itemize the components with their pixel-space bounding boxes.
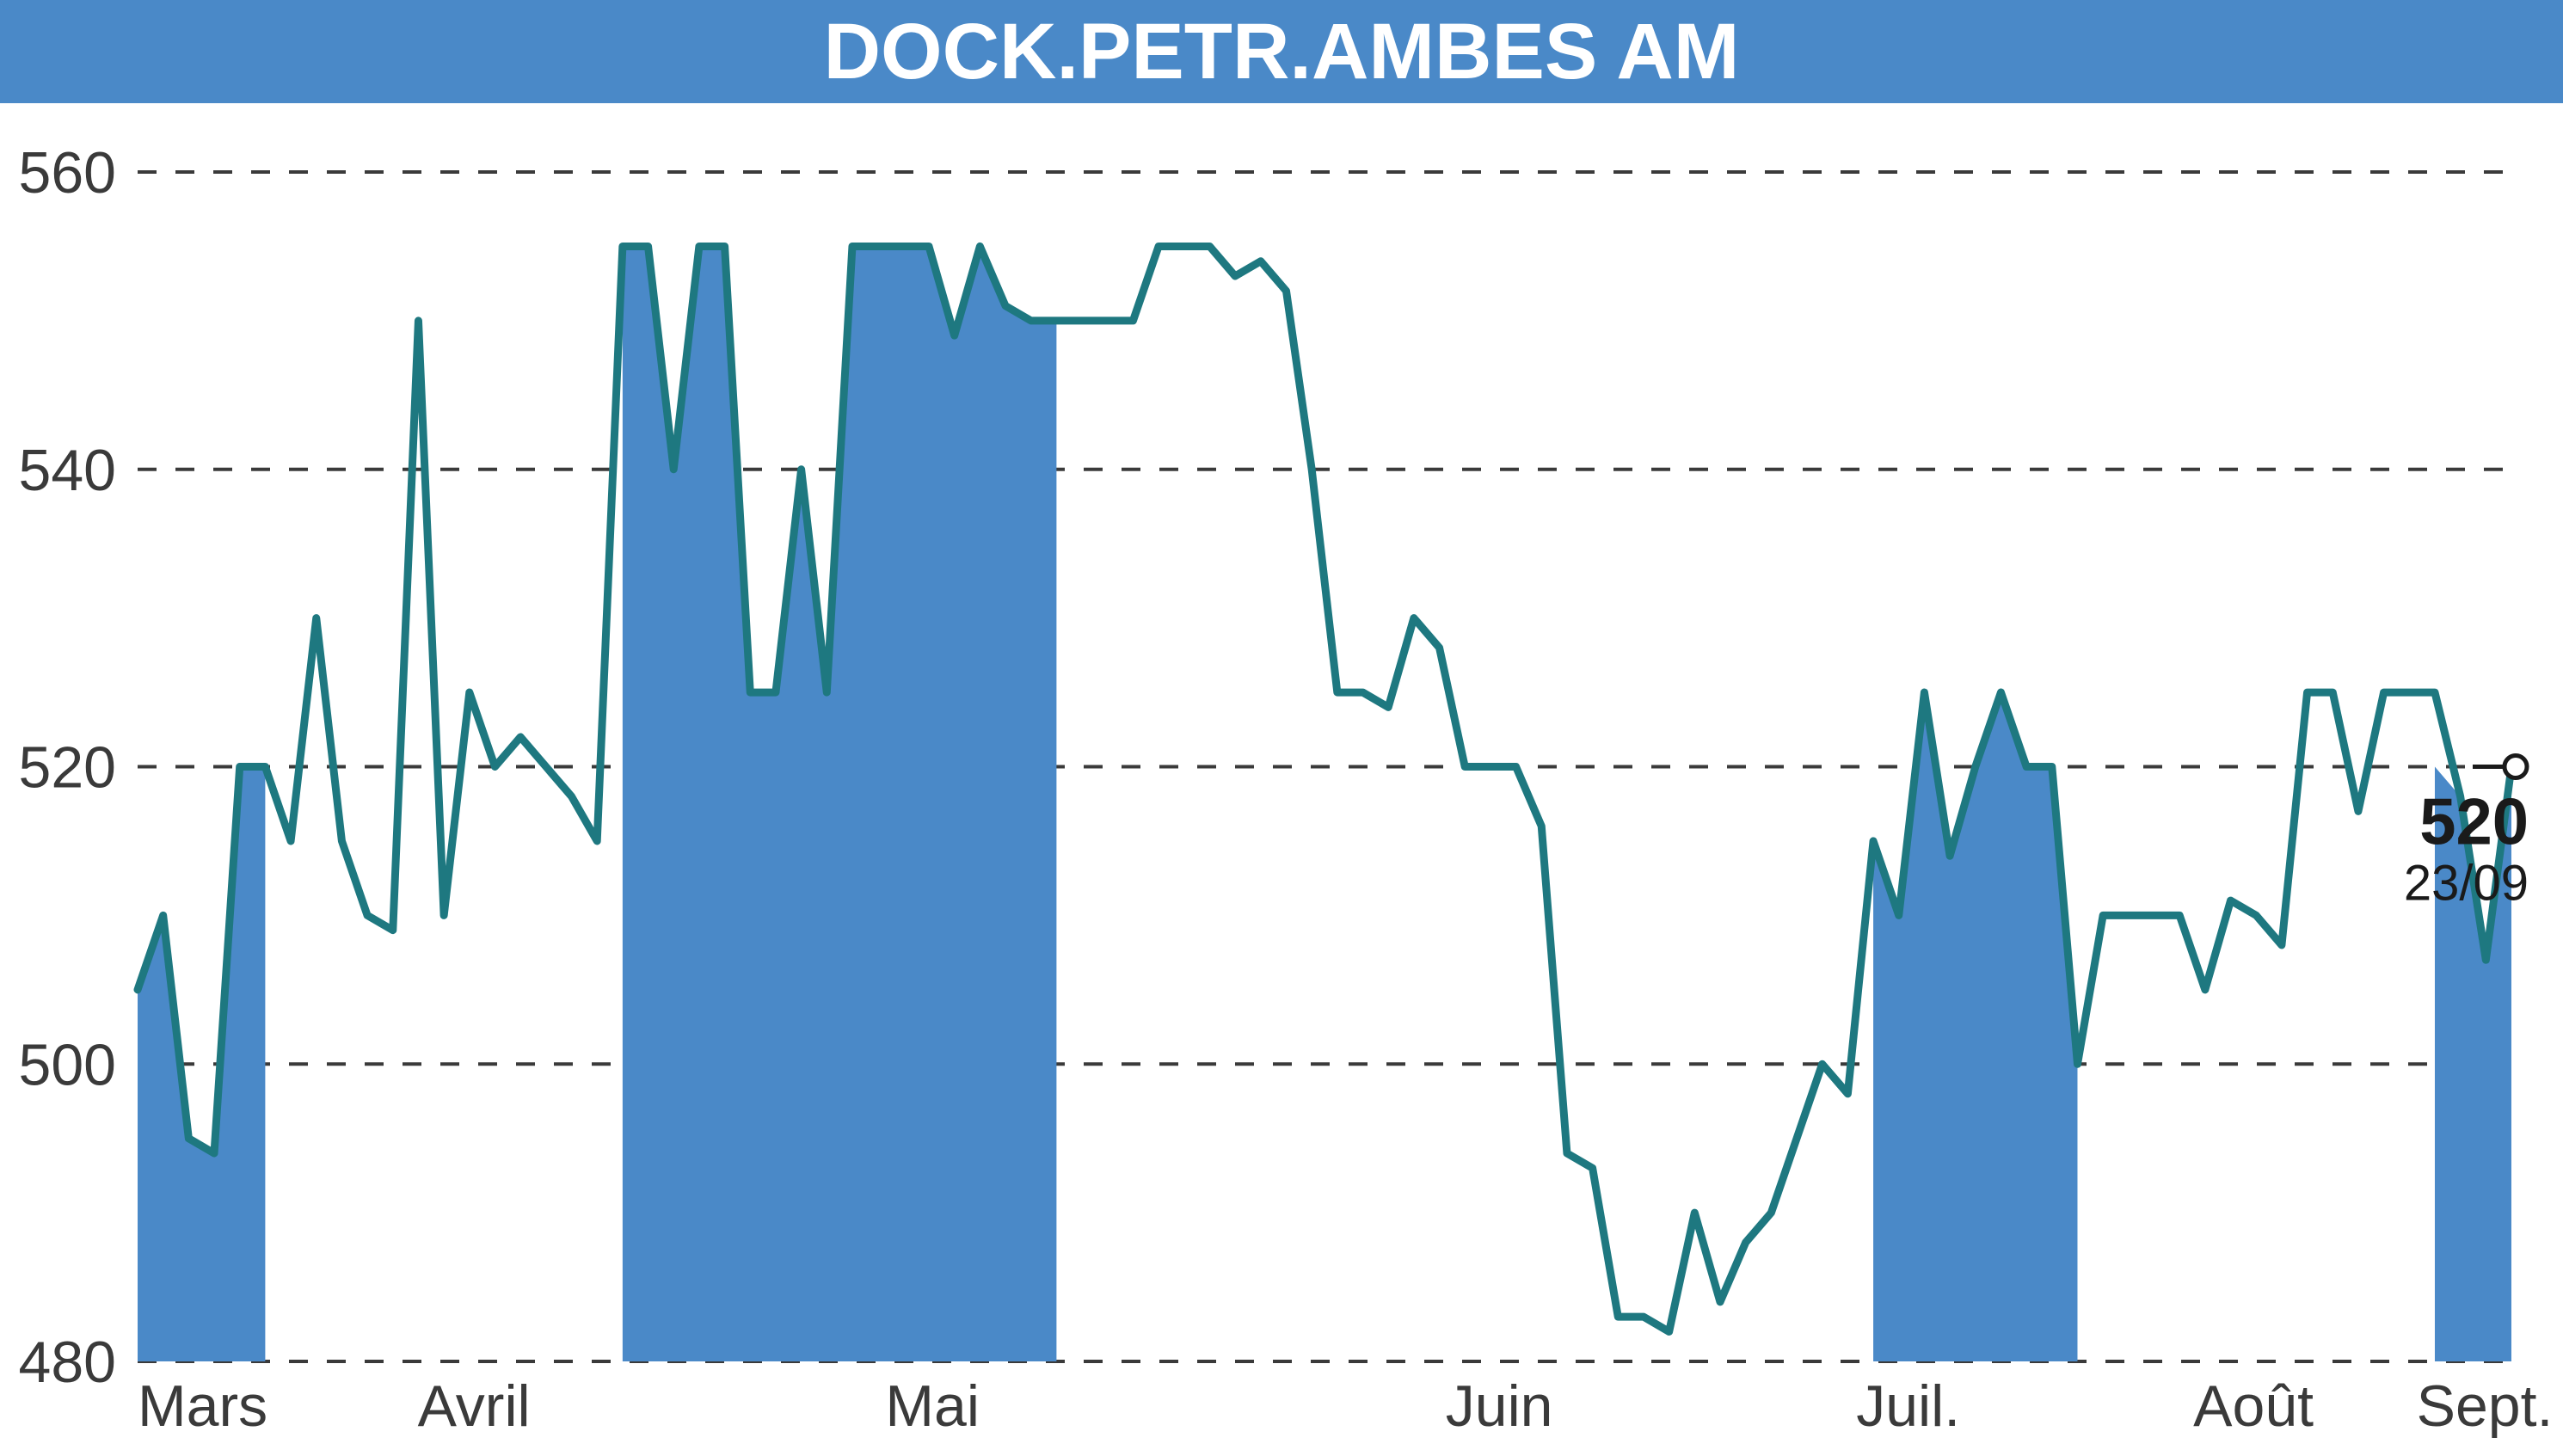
price-line: [138, 246, 2511, 1331]
x-axis-label: Sept.: [2417, 1373, 2554, 1439]
y-axis-label: 540: [19, 438, 116, 503]
x-axis-label: Juil.: [1856, 1373, 1960, 1439]
stock-chart-svg: 480 500 520 540 560 Mars Avril Mai Juin Juil. Août…: [0, 103, 2563, 1456]
y-axis-label: 520: [19, 735, 116, 801]
area-fill-segment: [138, 767, 265, 1362]
x-axis-label: Août: [2193, 1373, 2314, 1439]
callout-date: 23/09: [2404, 856, 2529, 912]
area-fill-segment: [1873, 692, 2077, 1361]
x-axis-label: Mai: [885, 1373, 980, 1439]
x-axis-label: Avril: [418, 1373, 531, 1439]
chart-plot-area: 480 500 520 540 560 Mars Avril Mai Juin Juil. Août…: [0, 103, 2563, 1456]
y-axis-label: 480: [19, 1330, 116, 1395]
callout-marker: [2505, 756, 2527, 778]
chart-title: DOCK.PETR.AMBES AM: [824, 7, 1740, 97]
y-axis-label: 560: [19, 140, 116, 206]
x-axis-label: Mars: [138, 1373, 267, 1439]
chart-title-bar: DOCK.PETR.AMBES AM: [0, 0, 2563, 103]
y-axis-label: 500: [19, 1032, 116, 1097]
x-axis-label: Juin: [1446, 1373, 1553, 1439]
callout-value: 520: [2419, 786, 2529, 859]
